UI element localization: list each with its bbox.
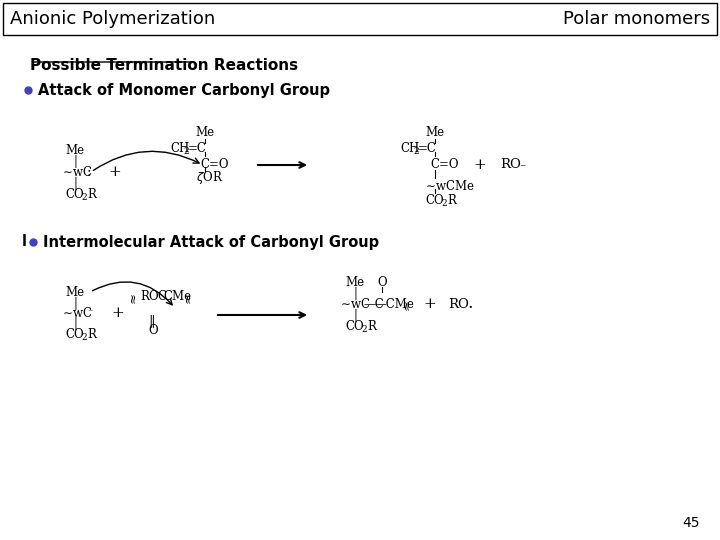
Text: |: | — [353, 308, 357, 321]
Text: ≈: ≈ — [127, 292, 140, 302]
Text: =C: =C — [418, 141, 437, 154]
Text: =C: =C — [188, 141, 207, 154]
Text: Me: Me — [346, 275, 364, 288]
Text: C: C — [157, 291, 166, 303]
Text: +: + — [109, 165, 122, 179]
Text: Me: Me — [426, 125, 444, 138]
Text: 2: 2 — [183, 146, 189, 156]
Text: 2: 2 — [81, 192, 86, 201]
Text: O: O — [148, 325, 158, 338]
Text: CH: CH — [400, 141, 419, 154]
Text: 2: 2 — [81, 334, 86, 342]
Text: |: | — [73, 177, 77, 190]
Text: |: | — [353, 287, 357, 300]
Text: ⁻: ⁻ — [519, 163, 526, 176]
Text: Me: Me — [66, 144, 84, 157]
Text: ≈: ≈ — [400, 299, 413, 309]
Text: +: + — [423, 297, 436, 311]
Text: C=O: C=O — [430, 158, 459, 171]
Text: —C: —C — [363, 298, 384, 310]
Text: 2: 2 — [361, 325, 366, 334]
Text: +: + — [112, 306, 125, 320]
Text: R: R — [87, 328, 96, 341]
Text: +: + — [474, 158, 487, 172]
Text: RO: RO — [448, 298, 469, 310]
Text: |: | — [73, 318, 77, 330]
Text: RO: RO — [500, 159, 521, 172]
Text: R: R — [447, 193, 456, 206]
Text: R: R — [140, 291, 149, 303]
Text: 2: 2 — [413, 146, 418, 156]
Text: |: | — [73, 156, 77, 168]
Text: Possible Termination Reactions: Possible Termination Reactions — [30, 58, 298, 73]
Text: O: O — [148, 291, 158, 303]
Text: ·: · — [467, 300, 472, 316]
Text: Me: Me — [195, 125, 215, 138]
Text: CO: CO — [65, 187, 84, 200]
Text: $\zeta$OR: $\zeta$OR — [196, 170, 223, 186]
Text: C=O: C=O — [200, 158, 228, 171]
Text: R: R — [367, 320, 376, 333]
Text: ⁻: ⁻ — [87, 308, 92, 318]
Text: |: | — [73, 296, 77, 309]
Text: $\sim\!$wC: $\sim\!$wC — [338, 297, 371, 311]
Text: :: : — [87, 165, 91, 179]
Text: —CMe: —CMe — [374, 298, 414, 310]
Text: CO: CO — [65, 328, 84, 341]
Text: CO: CO — [425, 193, 444, 206]
Text: l: l — [22, 234, 27, 249]
Text: Attack of Monomer Carbonyl Group: Attack of Monomer Carbonyl Group — [38, 83, 330, 98]
Text: O: O — [377, 275, 387, 288]
Text: $\sim\!$wC: $\sim\!$wC — [60, 306, 93, 320]
Text: Me: Me — [66, 286, 84, 299]
Text: $\sim\!$wCMe: $\sim\!$wCMe — [423, 179, 475, 193]
Text: CH: CH — [170, 141, 189, 154]
Text: 2: 2 — [441, 199, 446, 207]
Text: Intermolecular Attack of Carbonyl Group: Intermolecular Attack of Carbonyl Group — [43, 234, 379, 249]
Text: $\sim\!$wC: $\sim\!$wC — [60, 165, 93, 179]
FancyBboxPatch shape — [3, 3, 717, 35]
Text: Polar monomers: Polar monomers — [563, 10, 710, 28]
Text: CMe: CMe — [163, 291, 191, 303]
Text: 45: 45 — [683, 516, 700, 530]
Text: Anionic Polymerization: Anionic Polymerization — [10, 10, 215, 28]
Text: ‖: ‖ — [148, 315, 155, 328]
Text: R: R — [87, 187, 96, 200]
Text: CO: CO — [345, 320, 364, 333]
Text: ≈: ≈ — [181, 292, 194, 302]
